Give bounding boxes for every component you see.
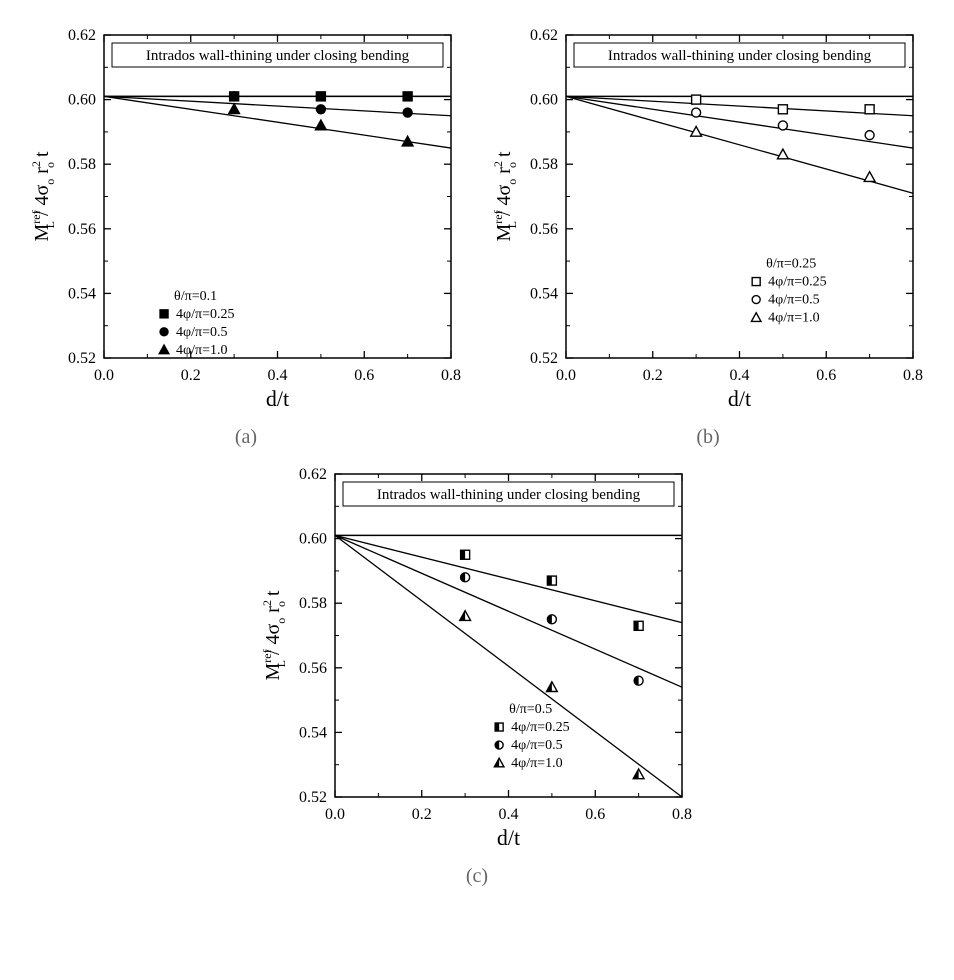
svg-text:MrefL / 4σo r2o t: MrefL / 4σo r2o t	[29, 151, 57, 241]
svg-text:0.56: 0.56	[530, 221, 558, 238]
svg-text:0.8: 0.8	[903, 367, 923, 384]
svg-text:0.0: 0.0	[325, 806, 345, 823]
sublabel-a: (a)	[235, 426, 257, 449]
svg-text:0.54: 0.54	[68, 285, 96, 302]
svg-text:0.60: 0.60	[299, 531, 327, 548]
svg-text:d/t: d/t	[728, 386, 751, 411]
svg-text:0.2: 0.2	[643, 367, 663, 384]
sublabel-b: (b)	[696, 426, 719, 449]
svg-text:4φ/π=0.5: 4φ/π=0.5	[768, 293, 819, 308]
svg-text:0.58: 0.58	[299, 595, 327, 612]
panel-c: 0.0 0.2 0.4 0.6 0.8 0.52 0.54 0.56 0.58 0.60 0.62 d…	[257, 459, 697, 888]
chart-a: 0.0 0.2 0.4 0.6 0.8 0.52 0.54 0.56 0.58 0.60 0.62 d…	[26, 20, 466, 420]
svg-text:0.62: 0.62	[530, 27, 558, 44]
svg-text:0.52: 0.52	[68, 350, 96, 367]
svg-text:0.52: 0.52	[299, 789, 327, 806]
svg-text:0.4: 0.4	[730, 367, 750, 384]
sublabel-c: (c)	[466, 865, 488, 888]
svg-text:0.8: 0.8	[441, 367, 461, 384]
svg-text:0.6: 0.6	[816, 367, 836, 384]
svg-text:0.58: 0.58	[530, 156, 558, 173]
svg-text:0.58: 0.58	[68, 156, 96, 173]
svg-text:0.56: 0.56	[68, 221, 96, 238]
svg-text:4φ/π=0.25: 4φ/π=0.25	[176, 307, 234, 322]
svg-text:4φ/π=0.5: 4φ/π=0.5	[176, 325, 227, 340]
svg-text:θ/π=0.5: θ/π=0.5	[509, 702, 552, 717]
svg-text:0.0: 0.0	[556, 367, 576, 384]
svg-text:MrefL / 4σo r2o t: MrefL / 4σo r2o t	[491, 151, 519, 241]
svg-text:0.6: 0.6	[585, 806, 605, 823]
svg-text:θ/π=0.1: θ/π=0.1	[174, 289, 217, 304]
svg-text:d/t: d/t	[266, 386, 289, 411]
svg-text:Intrados wall-thining under cl: Intrados wall-thining under closing bend…	[146, 48, 410, 64]
svg-text:0.60: 0.60	[530, 92, 558, 109]
panel-a: 0.0 0.2 0.4 0.6 0.8 0.52 0.54 0.56 0.58 0.60 0.62 d…	[20, 20, 472, 449]
svg-text:0.2: 0.2	[412, 806, 432, 823]
svg-text:0.54: 0.54	[299, 724, 327, 741]
svg-text:0.8: 0.8	[672, 806, 692, 823]
svg-text:4φ/π=1.0: 4φ/π=1.0	[511, 756, 562, 771]
svg-text:0.52: 0.52	[530, 350, 558, 367]
svg-text:0.62: 0.62	[299, 466, 327, 483]
svg-text:d/t: d/t	[497, 825, 520, 850]
svg-text:4φ/π=1.0: 4φ/π=1.0	[768, 311, 819, 326]
svg-text:0.54: 0.54	[530, 285, 558, 302]
svg-text:0.56: 0.56	[299, 660, 327, 677]
svg-text:0.4: 0.4	[499, 806, 519, 823]
svg-text:0.0: 0.0	[94, 367, 114, 384]
svg-text:Intrados wall-thining under cl: Intrados wall-thining under closing bend…	[377, 487, 641, 503]
chart-c: 0.0 0.2 0.4 0.6 0.8 0.52 0.54 0.56 0.58 0.60 0.62 d…	[257, 459, 697, 859]
svg-text:θ/π=0.25: θ/π=0.25	[766, 257, 816, 272]
svg-text:4φ/π=0.25: 4φ/π=0.25	[511, 720, 569, 735]
svg-text:4φ/π=0.5: 4φ/π=0.5	[511, 738, 562, 753]
svg-text:0.62: 0.62	[68, 27, 96, 44]
svg-text:0.60: 0.60	[68, 92, 96, 109]
svg-text:0.6: 0.6	[354, 367, 374, 384]
svg-text:4φ/π=1.0: 4φ/π=1.0	[176, 343, 227, 358]
svg-text:0.4: 0.4	[268, 367, 288, 384]
svg-text:MrefL / 4σo r2o t: MrefL / 4σo r2o t	[260, 590, 288, 680]
svg-text:0.2: 0.2	[181, 367, 201, 384]
chart-b: 0.0 0.2 0.4 0.6 0.8 0.52 0.54 0.56 0.58 0.60 0.62 d…	[488, 20, 928, 420]
panel-b: 0.0 0.2 0.4 0.6 0.8 0.52 0.54 0.56 0.58 0.60 0.62 d…	[482, 20, 934, 449]
figure-grid: 0.0 0.2 0.4 0.6 0.8 0.52 0.54 0.56 0.58 0.60 0.62 d…	[20, 20, 934, 888]
svg-text:Intrados wall-thining under cl: Intrados wall-thining under closing bend…	[608, 48, 872, 64]
svg-text:4φ/π=0.25: 4φ/π=0.25	[768, 275, 826, 290]
